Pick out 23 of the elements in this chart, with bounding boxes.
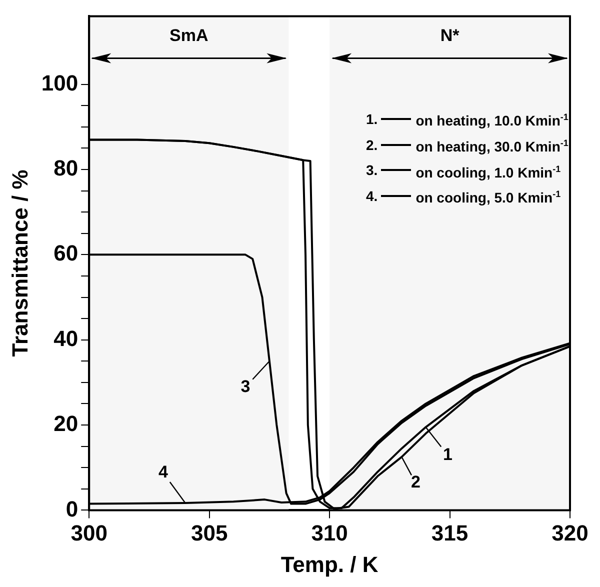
y-axis-title: Transmittance / % xyxy=(7,170,32,357)
x-tick-label: 310 xyxy=(311,520,348,546)
annotation: 2 xyxy=(410,472,420,492)
text: 4. on cooling, 5.0 Kmin$^{-1}$ xyxy=(366,188,561,206)
text: 2. on heating, 30.0 Kmin$^{-1}$ xyxy=(366,136,568,154)
y-tick-label: 20 xyxy=(54,411,78,436)
annotation: 4 xyxy=(158,462,169,482)
x-axis-title: Temp. / K xyxy=(280,552,378,577)
y-tick-label: 80 xyxy=(54,156,78,181)
x-tick-label: 320 xyxy=(552,520,588,546)
x-tick-label: 300 xyxy=(70,520,108,546)
text: 3. on cooling, 1.0 Kmin$^{-1}$ xyxy=(366,162,561,180)
band-label: N* xyxy=(440,26,460,45)
text: 1. on heating, 10.0 Kmin$^{-1}$ xyxy=(366,111,568,129)
annotation: 3 xyxy=(240,376,250,396)
y-tick-label: 60 xyxy=(54,240,78,266)
annotation: 1 xyxy=(442,444,452,464)
y-tick-label: 100 xyxy=(41,70,78,96)
x-tick-label: 315 xyxy=(431,520,468,546)
y-tick-label: 0 xyxy=(66,496,78,522)
x-tick-label: 305 xyxy=(190,520,228,546)
band-label: SmA xyxy=(170,26,208,45)
y-tick-label: 40 xyxy=(54,326,78,351)
